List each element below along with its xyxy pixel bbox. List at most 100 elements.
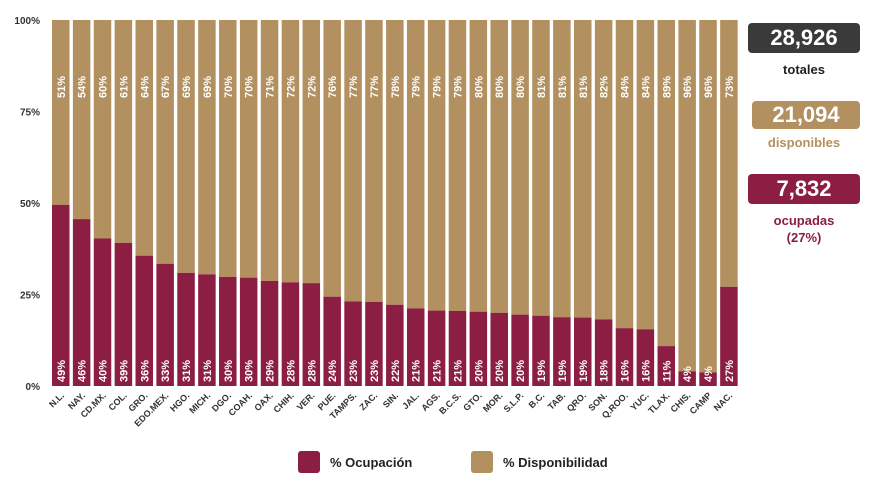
y-tick-label: 75% — [20, 108, 40, 119]
bar-label-ocupacion: 20% — [473, 360, 485, 382]
bar-label-disponibilidad: 84% — [620, 76, 632, 98]
category-label: TLAX. — [646, 390, 671, 415]
bar-disponibilidad — [574, 20, 592, 318]
bar-ocupacion — [239, 277, 258, 386]
bar-disponibilidad — [344, 20, 362, 302]
bar-label-disponibilidad: 72% — [306, 76, 318, 98]
category-label: CAMP — [688, 390, 714, 416]
bar-ocupacion — [260, 280, 279, 386]
bar-label-ocupacion: 21% — [432, 360, 444, 382]
bar-disponibilidad — [198, 20, 216, 275]
bar-disponibilidad — [615, 20, 634, 329]
bar-disponibilidad — [636, 20, 655, 330]
bar-label-disponibilidad: 51% — [56, 76, 68, 98]
category-label: B.C.S. — [437, 390, 463, 416]
bar-label-disponibilidad: 79% — [452, 76, 464, 98]
legend-ocupacion: % Ocupación — [298, 451, 412, 473]
legend-disponibilidad: % Disponibilidad — [471, 451, 608, 473]
bar-label-disponibilidad: 96% — [703, 76, 715, 98]
bar-disponibilidad — [553, 20, 571, 318]
bar-label-disponibilidad: 81% — [578, 76, 590, 98]
bar-label-ocupacion: 24% — [327, 360, 339, 382]
category-label: VER. — [295, 390, 317, 412]
bar-label-disponibilidad: 80% — [473, 76, 485, 98]
bar-ocupacion — [678, 371, 696, 386]
bar-disponibilidad — [177, 20, 195, 273]
bar-ocupacion — [720, 286, 738, 386]
legend-label-ocupacion: % Ocupación — [330, 454, 413, 470]
bar-ocupacion — [302, 283, 321, 386]
legend-swatch-disponibilidad — [471, 451, 493, 473]
bar-ocupacion — [469, 311, 488, 386]
bar-disponibilidad — [427, 20, 446, 311]
bar-label-ocupacion: 46% — [77, 360, 89, 382]
bar-label-ocupacion: 19% — [578, 360, 590, 382]
bar-ocupacion — [574, 317, 592, 386]
bar-label-ocupacion: 21% — [411, 360, 423, 382]
bar-label-disponibilidad: 81% — [557, 76, 569, 98]
category-label: B.C. — [527, 390, 547, 410]
bar-label-disponibilidad: 81% — [536, 76, 548, 98]
bar-ocupacion — [511, 314, 529, 386]
bar-ocupacion — [72, 219, 91, 386]
bar-disponibilidad — [281, 20, 300, 283]
bar-label-disponibilidad: 71% — [265, 76, 277, 98]
bar-label-ocupacion: 20% — [494, 360, 506, 382]
bar-label-disponibilidad: 61% — [118, 76, 130, 98]
bar-label-ocupacion: 20% — [515, 360, 527, 382]
category-label: N.L. — [47, 390, 66, 409]
bar-label-ocupacion: 29% — [265, 360, 277, 382]
category-label: COAH. — [227, 390, 255, 418]
disponibles-count-badge: 21,094 — [752, 101, 860, 129]
bar-ocupacion — [448, 310, 467, 386]
disponibles-caption: disponibles — [767, 135, 841, 150]
bar-disponibilidad — [135, 20, 154, 256]
bar-label-ocupacion: 28% — [306, 360, 318, 382]
bar-label-disponibilidad: 79% — [411, 76, 423, 98]
bar-label-ocupacion: 33% — [160, 360, 172, 382]
bar-label-ocupacion: 23% — [348, 360, 360, 382]
bar-label-ocupacion: 31% — [181, 360, 193, 382]
bar-label-disponibilidad: 77% — [369, 76, 381, 98]
bar-label-disponibilidad: 82% — [599, 76, 611, 98]
bar-ocupacion — [156, 263, 174, 386]
bar-disponibilidad — [406, 20, 425, 309]
bars — [52, 20, 738, 386]
bar-label-ocupacion: 21% — [452, 360, 464, 382]
bar-label-disponibilidad: 73% — [724, 76, 736, 98]
bar-ocupacion — [52, 204, 70, 386]
bar-label-ocupacion: 30% — [223, 360, 235, 382]
bar-ocupacion — [553, 317, 571, 386]
bar-ocupacion — [386, 304, 404, 386]
bar-ocupacion — [323, 296, 341, 386]
category-label: MOR. — [481, 390, 505, 414]
bar-disponibilidad — [490, 20, 508, 313]
bar-label-disponibilidad: 80% — [515, 76, 527, 98]
bar-label-ocupacion: 28% — [285, 360, 297, 382]
bar-disponibilidad — [114, 20, 133, 243]
bar-disponibilidad — [720, 20, 738, 287]
bar-ocupacion — [344, 301, 362, 386]
bar-label-disponibilidad: 54% — [77, 76, 89, 98]
y-tick-label: 25% — [20, 291, 40, 302]
bar-label-disponibilidad: 77% — [348, 76, 360, 98]
bar-ocupacion — [699, 372, 717, 386]
bar-label-disponibilidad: 64% — [139, 76, 151, 98]
category-label: CHIH. — [271, 390, 295, 414]
category-label: NAC. — [712, 390, 735, 413]
legend-swatch-ocupacion — [298, 451, 320, 473]
bar-label-ocupacion: 19% — [557, 360, 569, 382]
bar-disponibilidad — [532, 20, 550, 316]
bar-disponibilidad — [72, 20, 91, 220]
bar-disponibilidad — [594, 20, 613, 320]
bar-label-ocupacion: 39% — [118, 360, 130, 382]
category-labels: N.L. NAY.CD.MX.COL.GRO.EDO.MEX.HGO.MICH.D… — [47, 390, 734, 428]
bar-disponibilidad — [699, 20, 717, 373]
total-count-badge: 28,926 — [748, 23, 860, 53]
bar-label-disponibilidad: 67% — [160, 76, 172, 98]
bar-disponibilidad — [365, 20, 383, 302]
bar-label-disponibilidad: 69% — [202, 76, 214, 98]
ocupadas-label: ocupadas — [773, 213, 835, 228]
bar-label-ocupacion: 23% — [369, 360, 381, 382]
